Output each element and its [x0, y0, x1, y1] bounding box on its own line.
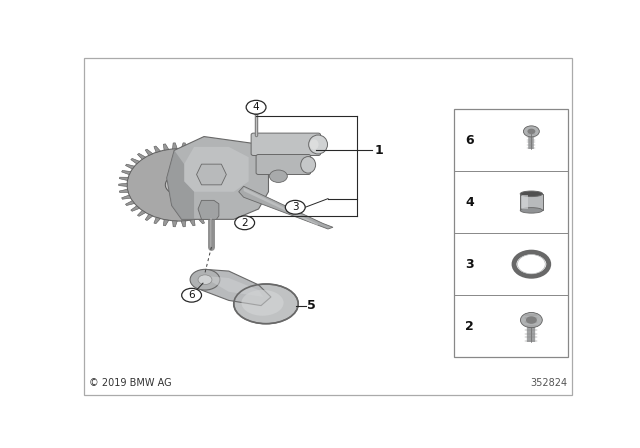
Polygon shape: [205, 149, 213, 155]
Polygon shape: [198, 146, 205, 152]
Polygon shape: [230, 177, 239, 181]
Polygon shape: [154, 217, 161, 224]
Text: 2: 2: [241, 218, 248, 228]
Polygon shape: [167, 137, 269, 220]
Polygon shape: [224, 201, 233, 206]
Text: 4: 4: [465, 196, 474, 209]
Circle shape: [527, 129, 535, 134]
Circle shape: [235, 216, 255, 230]
Polygon shape: [231, 183, 240, 186]
Polygon shape: [145, 149, 153, 155]
Ellipse shape: [308, 135, 328, 154]
Polygon shape: [228, 195, 237, 199]
Text: 4: 4: [253, 102, 259, 112]
Polygon shape: [173, 221, 177, 227]
Circle shape: [520, 313, 542, 327]
Circle shape: [285, 200, 305, 214]
Polygon shape: [219, 159, 228, 164]
Circle shape: [182, 289, 202, 302]
Circle shape: [165, 175, 193, 194]
Polygon shape: [198, 200, 219, 220]
Text: 2: 2: [465, 320, 474, 333]
Polygon shape: [119, 189, 128, 193]
Circle shape: [518, 254, 545, 274]
Polygon shape: [228, 170, 237, 175]
Polygon shape: [189, 220, 195, 226]
Circle shape: [127, 149, 231, 221]
Polygon shape: [184, 147, 249, 192]
Text: 3: 3: [292, 202, 299, 212]
Ellipse shape: [310, 139, 319, 150]
Polygon shape: [131, 159, 140, 164]
Text: 352824: 352824: [530, 379, 567, 388]
Polygon shape: [219, 206, 228, 211]
Polygon shape: [205, 214, 213, 220]
Polygon shape: [163, 220, 169, 226]
FancyBboxPatch shape: [251, 133, 321, 155]
Text: 6: 6: [465, 134, 474, 146]
FancyBboxPatch shape: [522, 195, 529, 209]
Ellipse shape: [520, 191, 543, 197]
Polygon shape: [224, 164, 233, 169]
Circle shape: [269, 170, 287, 182]
Polygon shape: [131, 206, 140, 211]
Polygon shape: [138, 211, 146, 216]
Circle shape: [190, 269, 220, 290]
Polygon shape: [125, 201, 134, 206]
Text: 3: 3: [465, 258, 474, 271]
Polygon shape: [122, 170, 131, 175]
FancyBboxPatch shape: [256, 155, 310, 174]
Polygon shape: [167, 151, 194, 220]
Ellipse shape: [301, 156, 316, 173]
Circle shape: [514, 252, 548, 276]
Circle shape: [246, 100, 266, 114]
Circle shape: [526, 316, 537, 324]
Polygon shape: [145, 214, 153, 220]
Polygon shape: [212, 211, 221, 216]
Polygon shape: [122, 195, 131, 199]
Polygon shape: [244, 188, 318, 226]
Polygon shape: [230, 189, 239, 193]
Text: © 2019 BMW AG: © 2019 BMW AG: [89, 379, 172, 388]
Polygon shape: [208, 276, 264, 297]
Circle shape: [253, 110, 259, 115]
Polygon shape: [198, 217, 205, 224]
Polygon shape: [202, 269, 271, 306]
Polygon shape: [181, 143, 186, 149]
Polygon shape: [239, 186, 333, 229]
Ellipse shape: [520, 207, 543, 213]
Text: 5: 5: [307, 299, 316, 312]
Circle shape: [524, 126, 540, 137]
Text: 1: 1: [374, 144, 383, 157]
Circle shape: [172, 180, 187, 190]
Polygon shape: [181, 221, 186, 227]
FancyBboxPatch shape: [454, 109, 568, 358]
Polygon shape: [154, 146, 161, 152]
Polygon shape: [196, 164, 227, 185]
Polygon shape: [173, 143, 177, 149]
Circle shape: [198, 275, 212, 284]
Ellipse shape: [234, 284, 298, 324]
Polygon shape: [163, 144, 169, 150]
FancyBboxPatch shape: [520, 194, 543, 211]
Polygon shape: [125, 164, 134, 169]
Polygon shape: [212, 153, 221, 159]
Text: 6: 6: [188, 290, 195, 300]
Polygon shape: [189, 144, 195, 150]
Polygon shape: [118, 183, 127, 186]
Polygon shape: [119, 177, 128, 181]
Ellipse shape: [241, 290, 284, 316]
Polygon shape: [138, 153, 146, 159]
